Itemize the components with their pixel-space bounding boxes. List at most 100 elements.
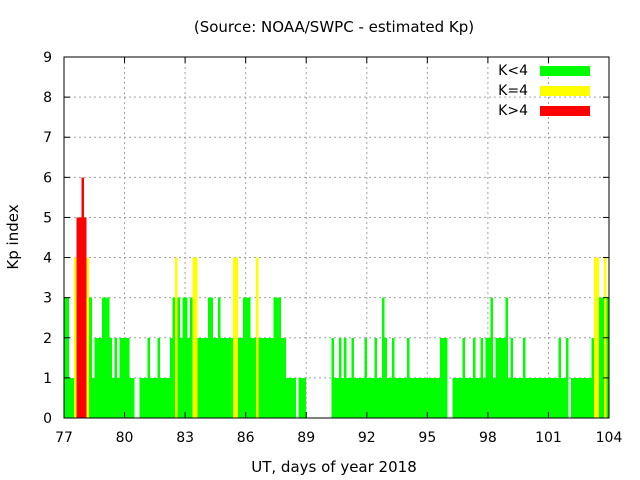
kp-bar [273,297,276,418]
kp-bar [573,377,577,418]
kp-bar [180,337,183,418]
kp-bar [503,337,506,418]
kp-bar [64,297,67,418]
kp-bar [518,377,521,418]
kp-bar [172,297,176,418]
kp-bar [520,377,524,418]
kp-bar [399,377,403,418]
kp-bar [523,337,526,418]
kp-bar [444,337,448,418]
kp-bar [339,337,342,418]
kp-bar [381,297,385,418]
kp-bar [142,377,145,418]
kp-bar [79,217,82,418]
kp-bar [177,297,181,418]
kp-bar [530,377,534,418]
y-tick-label: 0 [43,411,52,427]
kp-bar [220,337,223,418]
x-tick-label: 89 [297,430,315,446]
kp-bar [495,337,498,418]
kp-bar [553,377,557,418]
kp-bar [550,377,554,418]
kp-bar [336,377,340,418]
y-tick-label: 9 [43,50,52,66]
kp-bar [278,297,281,418]
kp-bar [535,377,539,418]
y-tick-label: 2 [43,331,52,347]
kp-bar [202,337,206,418]
kp-bar [394,377,398,418]
kp-bar [91,377,95,418]
kp-bar [566,337,569,418]
kp-bar [366,377,370,418]
kp-bar [543,377,546,418]
kp-bar [588,377,592,418]
kp-bar [477,377,481,418]
y-axis-label: Kp index [4,204,22,269]
kp-bar [538,377,541,418]
kp-bar [192,257,196,418]
kp-bar [99,337,102,418]
kp-bar [439,337,443,418]
kp-bar [485,337,488,418]
kp-bar [190,297,193,418]
kp-bar [556,377,559,418]
kp-bar [457,377,461,418]
kp-bar [245,297,249,418]
kp-bar [162,377,165,418]
legend-swatch-high [540,106,590,116]
kp-bar [144,377,148,418]
x-tick-label: 92 [358,430,376,446]
kp-bar [402,377,405,418]
kp-bar [250,337,254,418]
kp-bar [291,377,294,418]
kp-bar [69,377,72,418]
kp-bar [442,337,445,418]
kp-bar [497,337,501,418]
y-tick-label: 1 [43,371,52,387]
y-tick-label: 6 [43,170,52,186]
kp-bar [109,337,112,418]
kp-bar [545,377,549,418]
kp-bar [341,377,345,418]
kp-bar [175,257,178,418]
kp-bar [482,377,486,418]
kp-bar [490,297,493,418]
kp-bar [303,377,307,418]
kp-bar [280,337,284,418]
kp-bar [508,377,511,418]
kp-bar [351,337,355,418]
kp-bar [164,377,168,418]
kp-bar [104,297,107,418]
kp-bar [253,337,256,418]
kp-bar [492,377,496,418]
kp-bar [76,217,80,418]
kp-bar [500,337,504,418]
x-tick-label: 98 [479,430,497,446]
kp-bar [127,337,130,418]
kp-bar [275,297,279,418]
kp-bar [397,377,400,418]
kp-bar [437,377,440,418]
kp-bar [258,337,261,418]
kp-bar [487,337,491,418]
kp-bar [260,337,264,418]
kp-bar [386,377,390,418]
kp-bar [505,297,509,418]
kp-bar [472,337,476,418]
kp-bar [596,257,599,418]
kp-bar [238,337,241,418]
kp-bar [89,297,92,418]
kp-bar [407,337,410,418]
kp-bar [147,337,150,418]
kp-bars [64,177,609,418]
kp-bar [392,337,395,418]
kp-bar [349,377,352,418]
kp-bar [480,337,483,418]
kp-bar [217,297,221,418]
kp-bar [200,337,203,418]
kp-bar [598,297,602,418]
kp-bar [207,297,211,418]
